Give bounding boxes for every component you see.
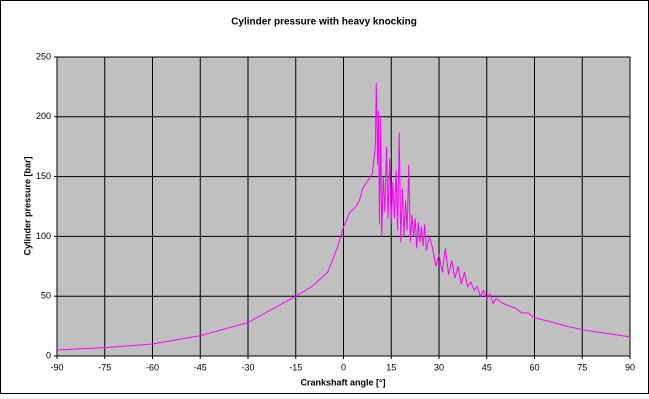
x-tick-label: -90 [50, 362, 63, 372]
x-axis-label: Crankshaft angle [°] [300, 377, 385, 387]
data-line [56, 83, 631, 351]
x-tick-label: 75 [577, 362, 587, 372]
y-axis-label: Cylinder pressure [bar] [22, 156, 32, 255]
y-tick-label: 0 [46, 350, 51, 360]
x-tick-label: 60 [529, 362, 539, 372]
x-tick-label: 30 [434, 362, 444, 372]
y-tick-label: 200 [36, 111, 51, 121]
chart-title: Cylinder pressure with heavy knocking [231, 17, 417, 28]
x-tick-label: 0 [341, 362, 346, 372]
x-tick-label: 45 [482, 362, 492, 372]
x-tick-label: -45 [194, 362, 207, 372]
x-tick-label: -60 [146, 362, 159, 372]
y-tick-label: 250 [36, 51, 51, 61]
x-tick-label: -30 [241, 362, 254, 372]
x-tick-label: 90 [625, 362, 635, 372]
x-tick-label: 15 [386, 362, 396, 372]
x-tick-label: -75 [98, 362, 111, 372]
y-tick-label: 150 [36, 171, 51, 181]
y-tick-label: 50 [41, 291, 51, 301]
x-tick-label: -15 [289, 362, 302, 372]
y-tick-label: 100 [36, 231, 51, 241]
